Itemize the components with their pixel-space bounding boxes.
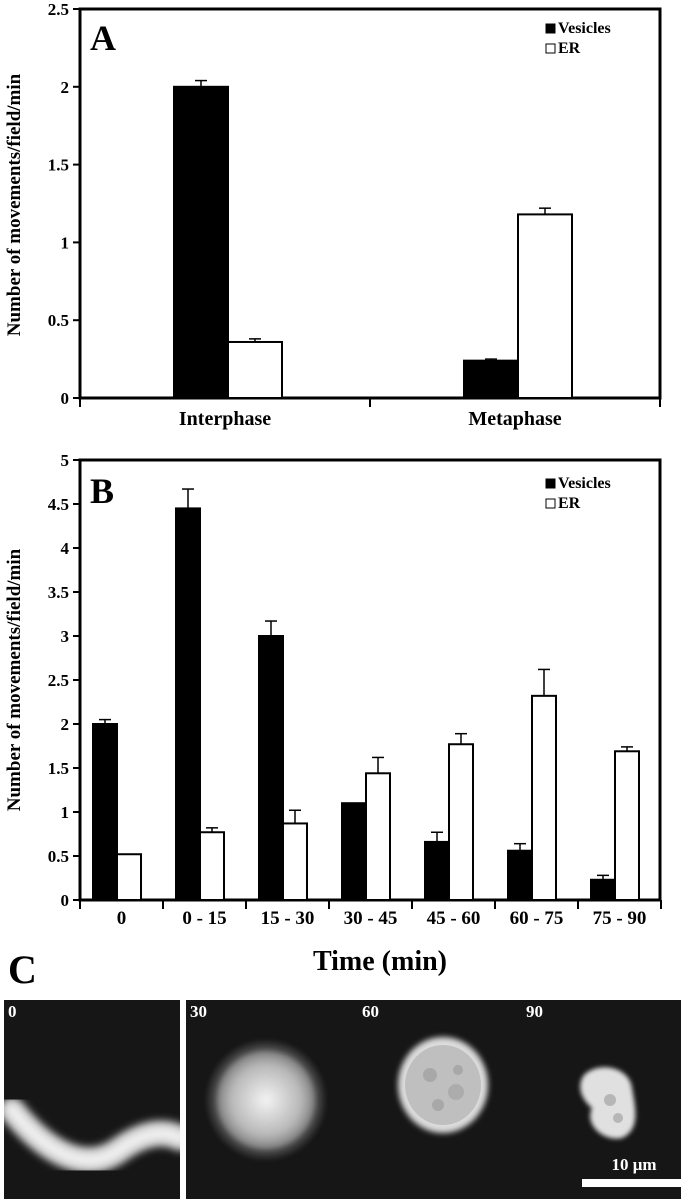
chart-a-legend-label-er: ER bbox=[558, 40, 581, 57]
chart-b-legend-swatch-vesicles bbox=[545, 478, 556, 489]
chart-b-panel-label: B bbox=[90, 471, 114, 511]
chart-b-legend-swatch-er bbox=[545, 498, 556, 509]
chart-a-legend-swatch-vesicles bbox=[545, 23, 556, 34]
chart-b-bar-er-4 bbox=[448, 743, 474, 901]
chart-a-category-label: Metaphase bbox=[468, 408, 561, 430]
micrograph-60-time: 60 bbox=[362, 1002, 379, 1021]
chart-b-legend-label-vesicles: Vesicles bbox=[558, 475, 611, 492]
chart-b-bar-vesicles-4 bbox=[424, 840, 450, 901]
chart-b-bar-vesicles-3 bbox=[341, 802, 367, 902]
chart-b-ytick-label: 1.5 bbox=[48, 759, 69, 778]
chart-b-ytick-label: 4 bbox=[61, 539, 70, 558]
scale-bar bbox=[582, 1179, 681, 1187]
chart-b-category-label: 75 - 90 bbox=[593, 908, 647, 929]
chart-b-bar-vesicles-5 bbox=[507, 849, 533, 901]
chart-b-ytick-label: 2 bbox=[61, 715, 70, 734]
chart-b-category-label: 0 - 15 bbox=[182, 908, 226, 929]
chart-b-category-label: 30 - 45 bbox=[344, 908, 398, 929]
chart-b-ytick-label: 3 bbox=[61, 627, 70, 646]
chart-a-ytick-label: 1 bbox=[61, 233, 70, 252]
chart-b-ylabel: Number of movements/field/min bbox=[4, 548, 25, 811]
chart-a-ylabel: Number of movements/field/min bbox=[4, 73, 25, 336]
chart-b-bar-vesicles-0 bbox=[92, 723, 118, 901]
chart-a-bar-er-0 bbox=[227, 340, 283, 400]
chart-b-bar-vesicles-2 bbox=[258, 635, 284, 901]
chart-b-bar-er-5 bbox=[531, 694, 557, 902]
chart-b-category-label: 0 bbox=[117, 908, 127, 929]
chart-a-ytick-label: 0.5 bbox=[48, 311, 69, 330]
micrograph-60: 60 bbox=[358, 1000, 534, 1199]
micrograph-30: 30 bbox=[186, 1000, 362, 1199]
chart-b-category-label: 15 - 30 bbox=[261, 908, 315, 929]
micrograph-0: 0 bbox=[4, 1000, 180, 1199]
chart-b-ytick-label: 3.5 bbox=[48, 583, 69, 602]
chart-b-bar-vesicles-1 bbox=[175, 507, 201, 901]
chart-a-category-label: Interphase bbox=[179, 408, 271, 430]
chart-a-ytick-label: 2 bbox=[61, 78, 70, 97]
micrograph-90-cell bbox=[580, 1067, 636, 1139]
chart-b-bar-er-3 bbox=[365, 772, 391, 902]
chart-b-category-label: 60 - 75 bbox=[510, 908, 564, 929]
chart-b-ytick-label: 5 bbox=[61, 451, 70, 470]
chart-a-panel-label: A bbox=[90, 18, 116, 58]
panel-c-label: C bbox=[8, 947, 37, 992]
chart-b-bar-er-6 bbox=[614, 750, 640, 902]
chart-b-bar-er-1 bbox=[199, 831, 225, 901]
micrograph-30-time: 30 bbox=[190, 1002, 207, 1021]
chart-b-ytick-label: 2.5 bbox=[48, 671, 69, 690]
micrograph-0-time: 0 bbox=[8, 1002, 17, 1021]
chart-a-legend-swatch-er bbox=[545, 43, 556, 54]
chart-a-legend-label-vesicles: Vesicles bbox=[558, 20, 611, 37]
micrograph-0-cell bbox=[4, 1097, 180, 1173]
chart-a-bar-er-1 bbox=[517, 213, 573, 399]
chart-a-ytick-label: 0 bbox=[61, 389, 70, 408]
chart-a-ytick-label: 2.5 bbox=[48, 0, 69, 19]
chart-a-bar-vesicles-1 bbox=[463, 359, 519, 400]
chart-a-bar-vesicles-0 bbox=[173, 85, 229, 400]
chart-b-bar-er-2 bbox=[282, 822, 308, 901]
chart-b-ytick-label: 0.5 bbox=[48, 847, 69, 866]
micrograph-90: 90 10 μm bbox=[522, 1000, 681, 1199]
chart-b-bar-vesicles-6 bbox=[590, 878, 616, 902]
chart-a-ytick-label: 1.5 bbox=[48, 156, 69, 175]
chart-b-xlabel: Time (min) bbox=[313, 946, 447, 977]
chart-b-ytick-label: 1 bbox=[61, 803, 70, 822]
micrograph-60-cell bbox=[398, 1037, 488, 1133]
chart-b-bar-er-0 bbox=[116, 853, 142, 901]
micrograph-90-time: 90 bbox=[526, 1002, 543, 1021]
scale-bar-label: 10 μm bbox=[611, 1155, 657, 1174]
chart-b-legend-label-er: ER bbox=[558, 495, 581, 512]
chart-b-ytick-label: 4.5 bbox=[48, 495, 69, 514]
chart-b-category-label: 45 - 60 bbox=[427, 908, 481, 929]
chart-b-ytick-label: 0 bbox=[61, 891, 70, 910]
micrograph-30-cell bbox=[208, 1042, 324, 1158]
